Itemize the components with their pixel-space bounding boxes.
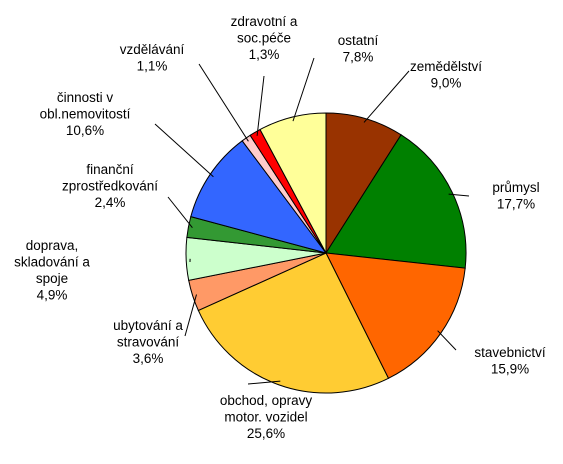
slice-label-line: stavebnictví (474, 345, 546, 360)
slice-label-4: ubytování a stravování 3,6% (113, 318, 183, 366)
leader-line-8 (198, 63, 249, 142)
slice-label-line: finanční (86, 162, 134, 177)
slice-label-line: zprostředkování (62, 179, 158, 194)
slice-label-line: zdravotní a (231, 14, 298, 29)
leader-line-0 (363, 70, 410, 123)
slice-label-line: průmysl (492, 180, 539, 195)
slice-value-6: 2,4% (95, 195, 126, 210)
slice-label-2: stavebnictví 15,9% (474, 345, 546, 377)
pie-slice-2 (325, 252, 466, 379)
slice-label-0: zemědělství 9,0% (410, 59, 482, 91)
slice-label-line: obchod, opravy (220, 393, 313, 408)
leader-line-6 (167, 196, 193, 229)
slice-value-8: 1,1% (137, 59, 168, 74)
pie-slice-3 (197, 252, 390, 394)
leader-line-3 (247, 380, 281, 385)
slice-value-5: 4,9% (37, 288, 68, 303)
pie-slice-10 (259, 112, 327, 254)
slice-label-9: zdravotní a soc.péče 1,3% (231, 14, 298, 62)
slice-value-3: 25,6% (247, 426, 285, 441)
leader-line-10 (292, 57, 315, 122)
slice-label-line: zemědělství (410, 59, 482, 74)
leader-line-7 (154, 123, 214, 178)
slice-value-1: 17,7% (497, 197, 535, 212)
slice-value-7: 10,6% (66, 123, 104, 138)
slice-label-line: stravování (117, 335, 180, 350)
slice-label-6: finanční zprostředkování 2,4% (62, 162, 158, 210)
slice-value-2: 15,9% (491, 362, 529, 377)
slice-label-8: vzdělávání 1,1% (120, 42, 185, 74)
slice-label-5: doprava, skladování a spoje 4,9% (14, 238, 90, 303)
pie-slice-0 (325, 112, 402, 255)
leader-line-4 (184, 294, 197, 337)
slice-label-10: ostatní 7,8% (338, 33, 379, 65)
slice-value-4: 3,6% (133, 351, 164, 366)
pie-slice-1 (325, 134, 467, 269)
slice-label-line: činnosti v (57, 90, 114, 105)
leader-lines (154, 57, 470, 385)
slice-label-line: ubytování a (113, 318, 183, 333)
slice-label-1: průmysl 17,7% (492, 180, 539, 212)
slice-label-line: spoje (36, 271, 68, 286)
slice-label-7: činnosti v obl.nemovitostí 10,6% (40, 90, 131, 138)
slice-labels: zemědělství 9,0% průmysl 17,7% stavebnictví 1… (14, 14, 546, 441)
leader-line-1 (448, 193, 470, 197)
slice-label-line: vzdělávání (120, 42, 185, 57)
pie-slices (185, 112, 467, 394)
leader-line-2 (437, 330, 457, 351)
slice-value-10: 7,8% (343, 50, 374, 65)
slice-value-9: 1,3% (249, 47, 280, 62)
slice-label-line: soc.péče (237, 31, 291, 46)
slice-label-line: ostatní (338, 33, 379, 48)
slice-label-line: doprava, (26, 238, 79, 253)
leader-line-9 (256, 75, 265, 136)
slice-label-3: obchod, opravy motor. vozidel 25,6% (220, 393, 313, 441)
slice-value-0: 9,0% (431, 76, 462, 91)
slice-label-line: motor. vozidel (224, 410, 307, 425)
slice-label-line: skladování a (14, 255, 90, 270)
slice-label-line: obl.nemovitostí (40, 107, 131, 122)
